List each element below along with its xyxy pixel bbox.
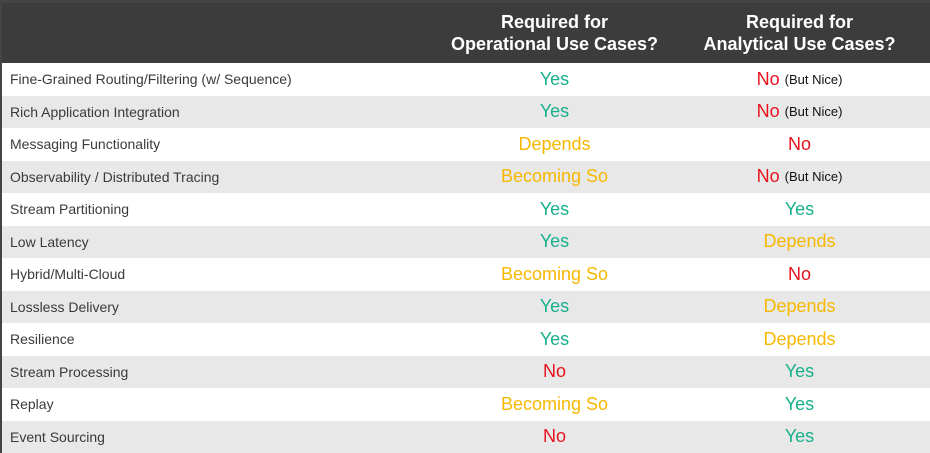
feature-name: Fine-Grained Routing/Filtering (w/ Seque… — [2, 63, 442, 96]
status-cell: Yes — [667, 355, 930, 388]
status-cell: Yes — [667, 193, 930, 226]
status-cell: Yes — [442, 193, 667, 226]
status: Depends — [763, 328, 836, 349]
status: Becoming So — [500, 166, 609, 187]
feature-name: Lossless Delivery — [2, 290, 442, 323]
status: No — [756, 101, 780, 122]
status: Yes — [539, 101, 570, 122]
status-note: (But Nice) — [784, 71, 843, 87]
status-cell: Becoming So — [442, 160, 667, 193]
status-cell: No (But Nice) — [667, 63, 930, 96]
status: Depends — [518, 133, 591, 154]
status: Yes — [784, 426, 815, 447]
feature-name: Replay — [2, 388, 442, 421]
header-cell: Required for Analytical Use Cases? — [667, 3, 930, 63]
status: No — [756, 68, 780, 89]
status: Becoming So — [500, 393, 609, 414]
status-cell: Yes — [442, 63, 667, 96]
feature-name: Messaging Functionality — [2, 128, 442, 161]
feature-name: Stream Partitioning — [2, 193, 442, 226]
status: Yes — [539, 231, 570, 252]
status-cell: No — [442, 355, 667, 388]
status: Yes — [539, 296, 570, 317]
feature-name: Stream Processing — [2, 355, 442, 388]
status-cell: Yes — [442, 323, 667, 356]
header-cell: Required for Operational Use Cases? — [442, 3, 667, 63]
status-cell: Yes — [667, 388, 930, 421]
status-cell: No — [667, 128, 930, 161]
status: No — [542, 361, 566, 382]
status-cell: No (But Nice) — [667, 160, 930, 193]
status: Yes — [784, 393, 815, 414]
status: Becoming So — [500, 263, 609, 284]
header-line: Analytical Use Cases? — [703, 34, 896, 54]
status: Depends — [763, 296, 836, 317]
header-line: Operational Use Cases? — [450, 34, 659, 54]
status: Yes — [784, 361, 815, 382]
status-cell: Depends — [667, 290, 930, 323]
status-cell: Depends — [667, 225, 930, 258]
feature-name: Rich Application Integration — [2, 95, 442, 128]
status: Yes — [539, 198, 570, 219]
status: Yes — [539, 328, 570, 349]
feature-name: Event Sourcing — [2, 420, 442, 453]
status-cell: Depends — [442, 128, 667, 161]
header-cell — [2, 3, 442, 63]
status: Yes — [539, 68, 570, 89]
status-cell: No (But Nice) — [667, 95, 930, 128]
status-cell: Yes — [442, 225, 667, 258]
status-cell: No — [442, 420, 667, 453]
status: Depends — [763, 231, 836, 252]
status-note: (But Nice) — [784, 104, 843, 120]
feature-name: Hybrid/Multi-Cloud — [2, 258, 442, 291]
status-cell: Depends — [667, 323, 930, 356]
feature-name: Observability / Distributed Tracing — [2, 160, 442, 193]
status-cell: Becoming So — [442, 388, 667, 421]
feature-name: Resilience — [2, 323, 442, 356]
status-cell: Yes — [667, 420, 930, 453]
status: No — [787, 133, 811, 154]
status: Yes — [784, 198, 815, 219]
status-cell: Yes — [442, 290, 667, 323]
feature-name: Low Latency — [2, 225, 442, 258]
status-cell: No — [667, 258, 930, 291]
status-cell: Becoming So — [442, 258, 667, 291]
status-note: (But Nice) — [784, 169, 843, 185]
status: No — [756, 166, 780, 187]
header-line: Required for — [745, 12, 853, 32]
header-line: Required for — [500, 12, 608, 32]
status: No — [542, 426, 566, 447]
status-cell: Yes — [442, 95, 667, 128]
status: No — [787, 263, 811, 284]
